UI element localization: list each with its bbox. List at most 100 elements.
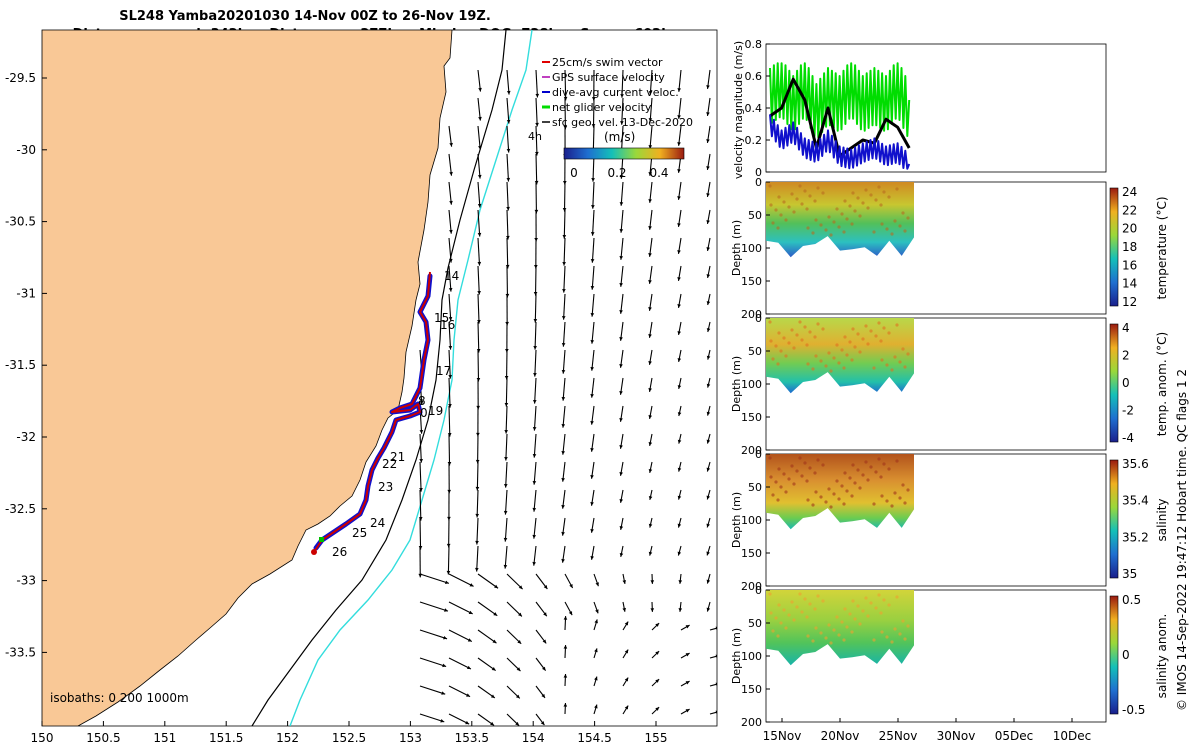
time-tick-label: 20Nov bbox=[821, 729, 860, 743]
heatmap-speckle bbox=[845, 353, 848, 356]
time-tick-label: 30Nov bbox=[937, 729, 976, 743]
heatmap-speckle bbox=[790, 328, 793, 331]
heatmap-speckle bbox=[827, 623, 830, 626]
heatmap-speckle bbox=[840, 348, 843, 351]
heatmap-speckle bbox=[858, 622, 861, 625]
heatmap-speckle bbox=[816, 458, 819, 461]
heatmap-speckle bbox=[872, 230, 875, 233]
heatmap-speckle bbox=[843, 471, 846, 474]
map-ytick-label: -31 bbox=[16, 286, 36, 300]
heatmap-speckle bbox=[864, 188, 867, 191]
heatmap-speckle bbox=[866, 206, 869, 209]
heatmap-speckle bbox=[850, 358, 853, 361]
map-xtick-label: 150.5 bbox=[86, 731, 120, 745]
heatmap-colorbar-tick: 0 bbox=[1122, 648, 1130, 662]
heatmap-colorbar bbox=[1110, 324, 1118, 442]
map-ytick-label: -31.5 bbox=[5, 358, 36, 372]
heatmap-speckle bbox=[843, 607, 846, 610]
heatmap-speckle bbox=[814, 218, 817, 221]
heatmap-speckle bbox=[774, 208, 777, 211]
map-ytick-label: -33.5 bbox=[5, 645, 36, 659]
day-label: 17 bbox=[436, 364, 451, 378]
map-y-axis: -29.5-30-30.5-31-31.5-32-32.5-33-33.5 bbox=[5, 71, 47, 659]
heatmap-colorbar bbox=[1110, 188, 1118, 306]
heatmap-ytick-label: 0 bbox=[755, 448, 762, 461]
heatmap-speckle bbox=[790, 600, 793, 603]
heatmap-speckle bbox=[872, 638, 875, 641]
heatmap-speckle bbox=[895, 459, 898, 462]
heatmap-speckle bbox=[814, 354, 817, 357]
legend-label: GPS surface velocity bbox=[552, 71, 665, 84]
heatmap-colorbar-label: temperature (°C) bbox=[1155, 197, 1169, 300]
velocity-arrow bbox=[477, 462, 478, 491]
heatmap-colorbar-tick: 35.6 bbox=[1122, 457, 1149, 471]
heatmap-speckle bbox=[771, 493, 774, 496]
heatmap-speckle bbox=[782, 336, 785, 339]
day-label: 25 bbox=[352, 526, 367, 540]
heatmap-speckle bbox=[890, 640, 893, 643]
heatmap-speckle bbox=[842, 230, 845, 233]
heatmap-speckle bbox=[906, 488, 909, 491]
velocity-ytick-label: 0.4 bbox=[745, 102, 763, 115]
heatmap-ylabel: Depth (m) bbox=[730, 492, 743, 548]
heatmap-speckle bbox=[829, 641, 832, 644]
heatmap-speckle bbox=[893, 491, 896, 494]
heatmap-speckle bbox=[877, 185, 880, 188]
heatmap-speckle bbox=[811, 367, 814, 370]
heatmap-speckle bbox=[805, 343, 808, 346]
heatmap-colorbar bbox=[1110, 460, 1118, 578]
velocity-ytick-label: 0.6 bbox=[745, 70, 763, 83]
heatmap-speckle bbox=[856, 196, 859, 199]
heatmap-ytick-label: 150 bbox=[741, 275, 762, 288]
colorbar-note: 4h bbox=[528, 130, 542, 143]
heatmap-speckle bbox=[784, 354, 787, 357]
heatmap-speckle bbox=[880, 222, 883, 225]
heatmap-colorbar-tick: 0.5 bbox=[1122, 593, 1141, 607]
heatmap-speckle bbox=[774, 344, 777, 347]
heatmap-speckle bbox=[879, 611, 882, 614]
day-label: 26 bbox=[332, 545, 347, 559]
heatmap-speckle bbox=[798, 592, 801, 595]
heatmap-colorbar-tick: 16 bbox=[1122, 258, 1137, 272]
heatmap-speckle bbox=[842, 366, 845, 369]
heatmap-speckle bbox=[803, 597, 806, 600]
map-ytick-label: -32.5 bbox=[5, 502, 36, 516]
heatmap-ylabel: Depth (m) bbox=[730, 628, 743, 684]
heatmap-speckle bbox=[768, 184, 771, 187]
heatmap-speckle bbox=[790, 464, 793, 467]
heatmap-speckle bbox=[813, 335, 816, 338]
heatmap-ytick-label: 100 bbox=[741, 514, 762, 527]
heatmap-speckle bbox=[895, 187, 898, 190]
heatmap-speckle bbox=[800, 338, 803, 341]
footer-note: © IMOS 14-Sep-2022 19:47:12 Hobart time.… bbox=[1175, 369, 1189, 711]
heatmap-colorbar-tick: 35.2 bbox=[1122, 530, 1149, 544]
heatmap-speckle bbox=[798, 320, 801, 323]
heatmap-speckle bbox=[811, 503, 814, 506]
heatmap-speckle bbox=[890, 504, 893, 507]
day-label: 19 bbox=[428, 404, 443, 418]
heatmap-speckle bbox=[787, 477, 790, 480]
heatmap-speckle bbox=[837, 497, 840, 500]
heatmap-speckle bbox=[771, 357, 774, 360]
heatmap-ytick-label: 100 bbox=[741, 650, 762, 663]
heatmap-speckle bbox=[806, 634, 809, 637]
heatmap-speckle bbox=[877, 321, 880, 324]
heatmap-speckle bbox=[827, 487, 830, 490]
heatmap-speckle bbox=[813, 607, 816, 610]
heatmap-speckle bbox=[840, 484, 843, 487]
heatmap-speckle bbox=[819, 223, 822, 226]
colorbar-scale bbox=[564, 148, 684, 159]
heatmap-speckle bbox=[843, 199, 846, 202]
heatmap-speckle bbox=[874, 470, 877, 473]
heatmap-speckle bbox=[882, 190, 885, 193]
heatmap-speckle bbox=[787, 205, 790, 208]
heatmap-speckle bbox=[842, 638, 845, 641]
heatmap-speckle bbox=[792, 346, 795, 349]
heatmap-ytick-label: 50 bbox=[748, 345, 762, 358]
velocity-ytick-label: 0.8 bbox=[745, 38, 763, 51]
heatmap-speckle bbox=[821, 463, 824, 466]
heatmap-speckle bbox=[816, 594, 819, 597]
heatmap-speckle bbox=[856, 332, 859, 335]
heatmap-speckle bbox=[771, 221, 774, 224]
